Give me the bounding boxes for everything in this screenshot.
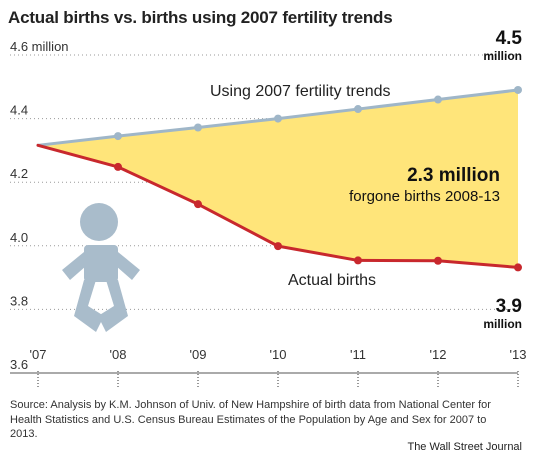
x-tick-label: '08 [110, 347, 127, 362]
gap-area-fill [38, 89, 518, 268]
x-tick-label: '10 [270, 347, 287, 362]
y-tick-label: 3.6 [10, 357, 28, 372]
data-point-actual [514, 263, 522, 272]
y-tick-label: 4.6 million [10, 39, 69, 54]
x-tick-label: '11 [350, 347, 366, 362]
data-point-trend [274, 114, 282, 123]
end-bottom-value: 3.9 [496, 296, 522, 317]
y-axis-ticks: 4.6 million 4.4 4.2 4.0 3.8 3.6 [10, 39, 69, 372]
series-label-actual: Actual births [288, 272, 376, 289]
x-tick-label: '09 [190, 347, 207, 362]
baby-icon [62, 203, 140, 332]
gap-value: 2.3 million [407, 165, 500, 186]
y-tick-label: 4.0 [10, 230, 28, 245]
gap-label: forgone births 2008-13 [349, 188, 500, 205]
data-point-actual [434, 256, 442, 265]
data-point-trend [514, 85, 522, 94]
y-tick-label: 4.2 [10, 166, 28, 181]
data-point-actual [194, 200, 202, 209]
x-tick-label: '07 [30, 347, 47, 362]
gap-area [38, 89, 518, 268]
x-tick-label: '13 [510, 347, 527, 362]
credit: The Wall Street Journal [407, 441, 522, 453]
data-point-actual [354, 256, 362, 265]
data-point-trend [354, 105, 362, 114]
series-points [114, 85, 522, 272]
data-point-trend [434, 95, 442, 104]
data-point-trend [194, 123, 202, 132]
y-tick-label: 3.8 [10, 293, 28, 308]
end-top-unit: million [483, 49, 522, 63]
series-label-trend: Using 2007 fertility trends [210, 83, 391, 100]
source-note: Source: Analysis by K.M. Johnson of Univ… [10, 399, 491, 440]
y-tick-label: 4.4 [10, 103, 28, 118]
data-point-actual [274, 242, 282, 251]
chart-title: Actual births vs. births using 2007 fert… [8, 8, 393, 27]
end-bottom-unit: million [483, 317, 522, 331]
data-point-trend [114, 132, 122, 141]
data-point-actual [114, 162, 122, 171]
end-top-value: 4.5 [496, 28, 523, 49]
x-axis-ticks: '07 '08 '09 '10 '11 '12 '13 [30, 347, 527, 389]
x-tick-label: '12 [430, 347, 447, 362]
